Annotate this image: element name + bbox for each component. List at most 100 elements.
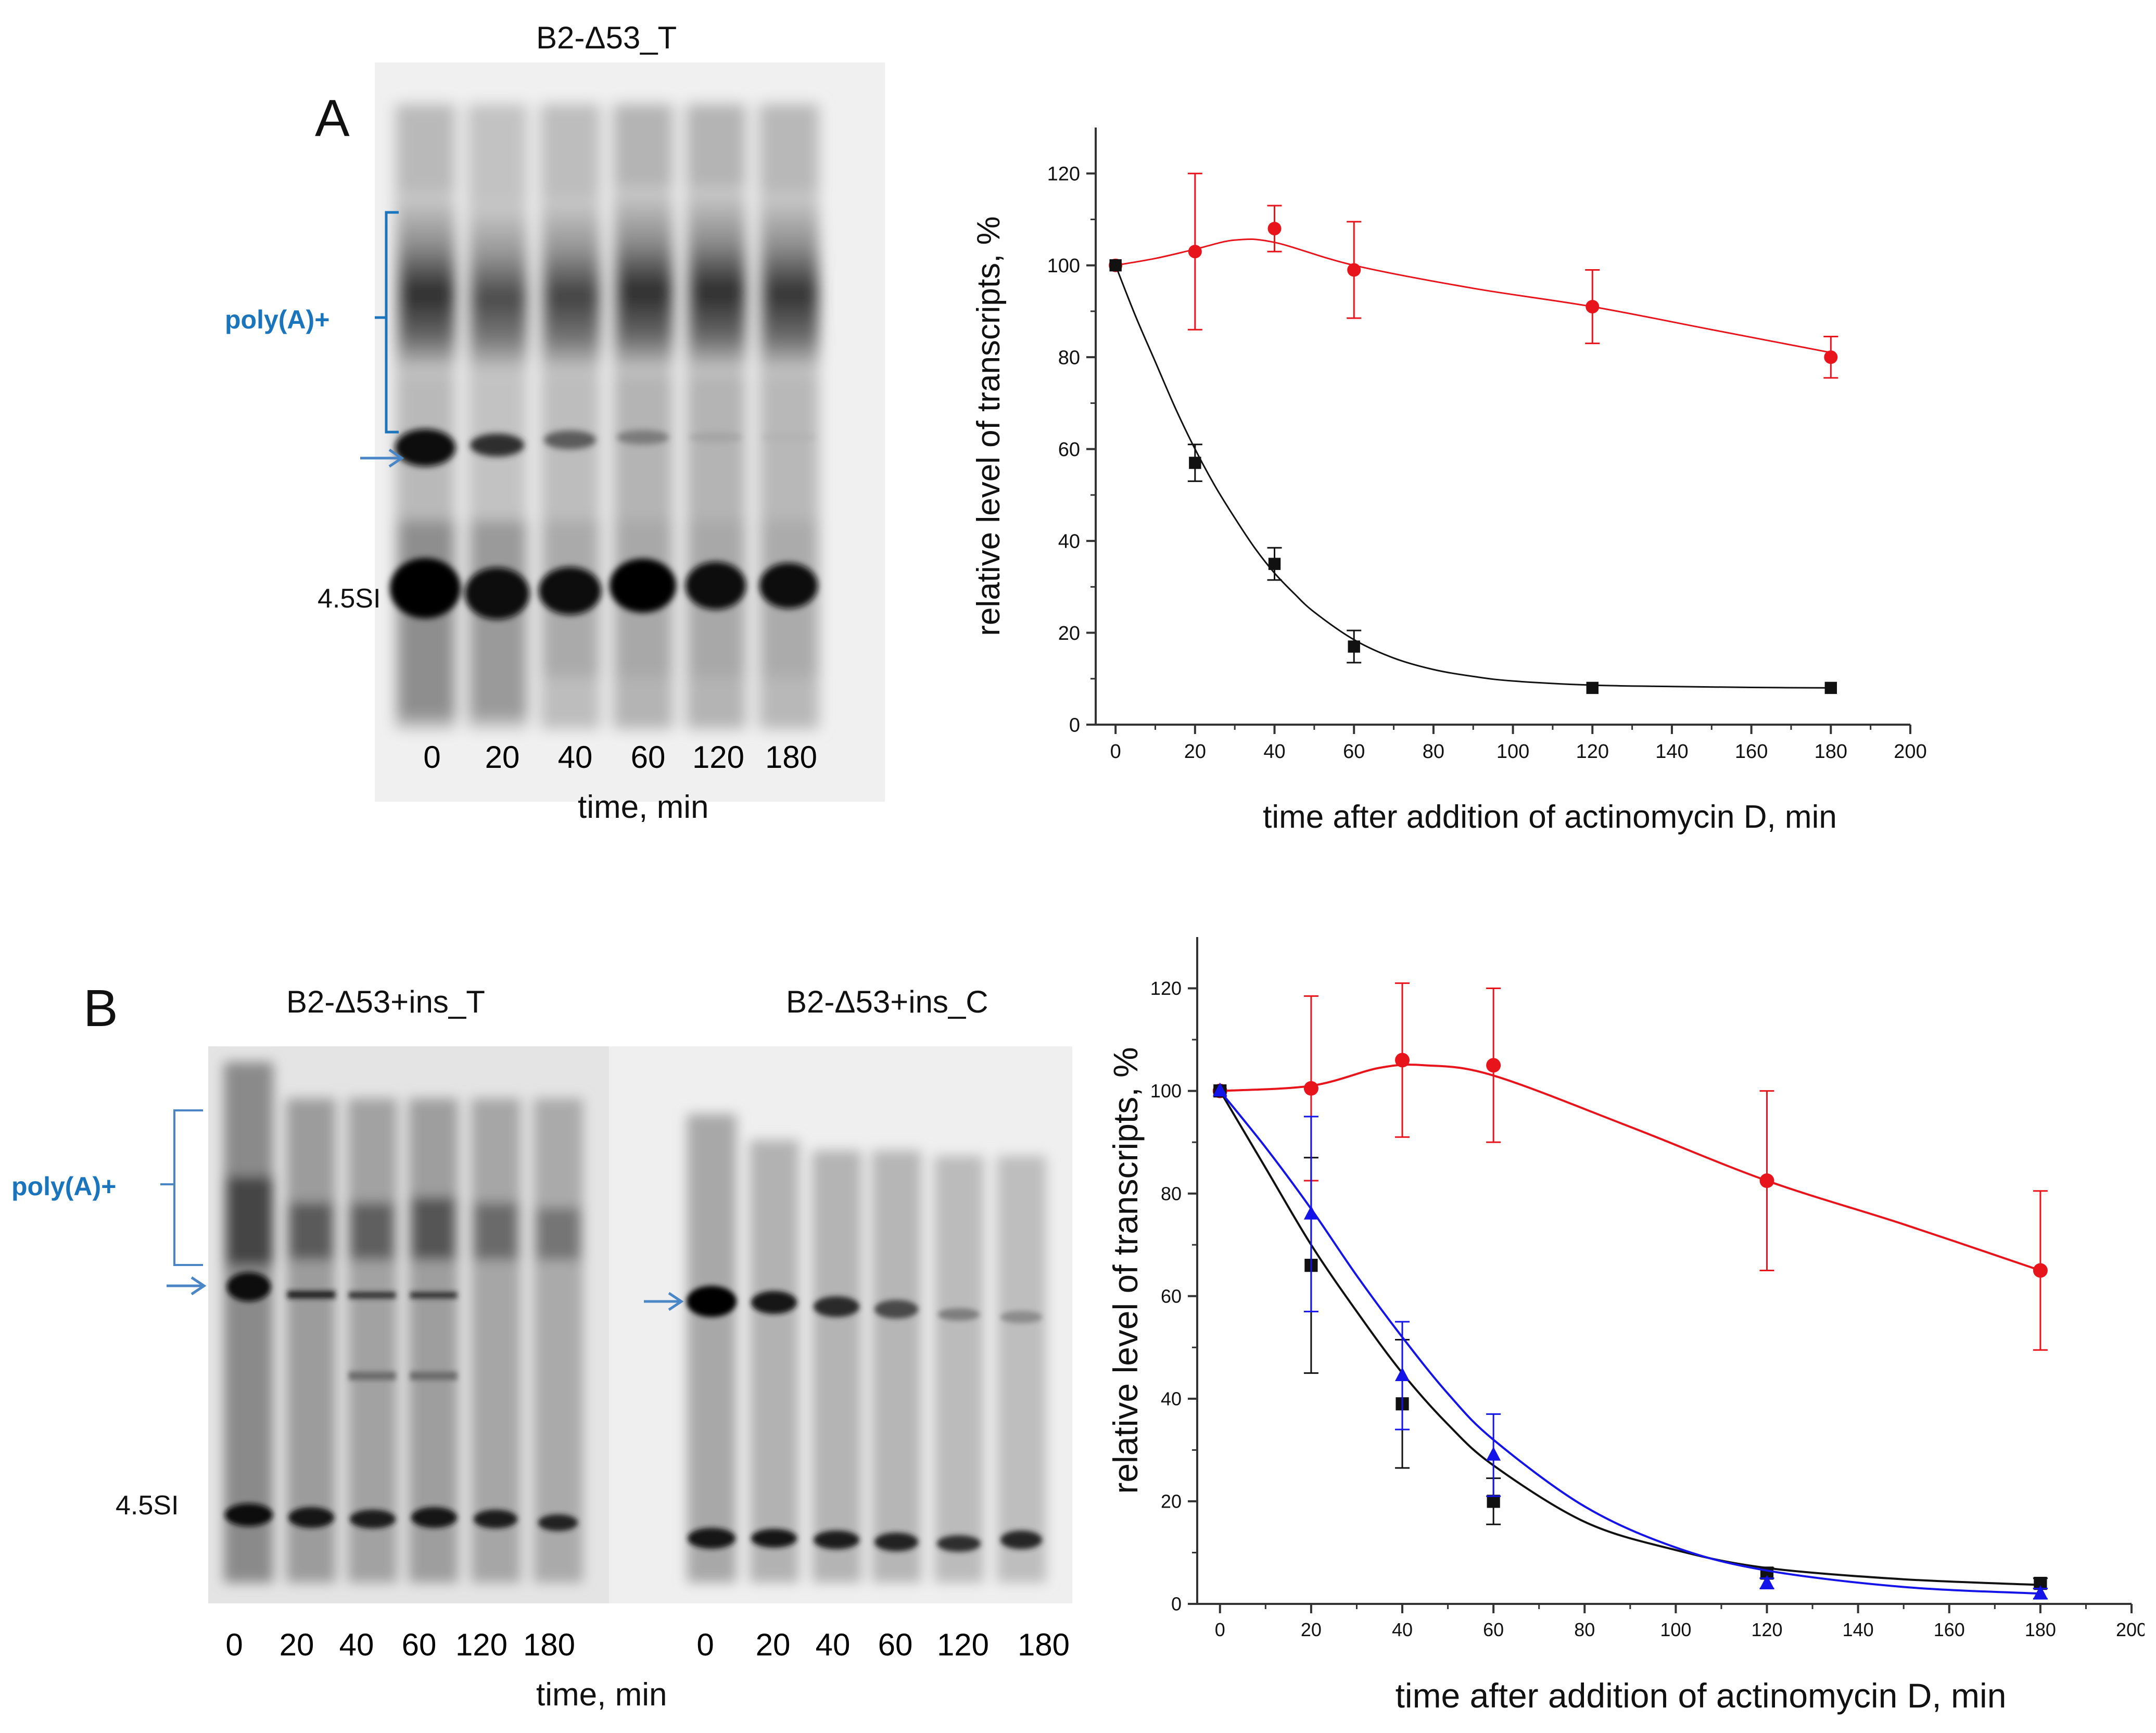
- data-point-black: [1268, 558, 1281, 570]
- data-point-red: [1347, 263, 1361, 277]
- lane-label: 0: [423, 740, 440, 775]
- data-point-red: [1303, 1081, 1318, 1096]
- data-point-black: [1348, 640, 1360, 653]
- data-point-blue: [1303, 1206, 1318, 1220]
- data-point-red: [1188, 245, 1202, 259]
- y-tick-label: 100: [1047, 255, 1080, 277]
- series-line-red: [1115, 238, 1831, 353]
- lane-label: 0: [696, 1627, 714, 1662]
- polya-label-a: poly(A)+: [225, 305, 330, 334]
- y-tick-label: 120: [1150, 978, 1182, 999]
- arrow-right-icon: [644, 1292, 684, 1311]
- x-tick-label: 120: [1751, 1619, 1782, 1640]
- y-tick-label: 60: [1161, 1285, 1182, 1307]
- series-line-blue: [1219, 1090, 2040, 1595]
- lane-label: 180: [765, 740, 817, 775]
- polya-bracket-b: [160, 1109, 203, 1266]
- gel-title-a: B2-Δ53_T: [536, 20, 677, 55]
- x-axis-label: time after addition of actinomycin D, mi…: [1396, 1676, 2007, 1715]
- series-line-black: [1114, 265, 1831, 689]
- data-point-black: [1824, 681, 1837, 694]
- y-axis-label: relative level of transcripts, %: [1109, 1047, 1145, 1494]
- data-point-blue: [1759, 1575, 1774, 1589]
- lane-label: 40: [816, 1627, 851, 1662]
- lane-label: 180: [1018, 1627, 1070, 1662]
- lane-label: 120: [937, 1627, 989, 1662]
- data-point-black: [1586, 681, 1599, 694]
- lane-label: 0: [225, 1627, 243, 1662]
- lane-label: 60: [878, 1627, 913, 1662]
- gel-image-b: [208, 1046, 1072, 1603]
- x-tick-label: 140: [1843, 1619, 1874, 1640]
- lane-label: 60: [402, 1627, 437, 1662]
- data-point-red: [1486, 1058, 1501, 1073]
- gel-lane-labels-b-c: 0 20 40 60 120 180: [666, 1624, 1093, 1666]
- band-label-b: 4.5SI: [116, 1490, 179, 1521]
- chart-b: 0 20 40 60 80 100 120 140 160 180 200 0 20 40 60 80 100 1…: [1109, 937, 2145, 1715]
- y-tick-label: 80: [1058, 347, 1080, 369]
- y-tick-label: 40: [1161, 1388, 1182, 1409]
- x-tick-label: 120: [1576, 741, 1609, 763]
- y-tick-label: 0: [1069, 714, 1080, 736]
- arrow-right-icon: [360, 448, 404, 468]
- gel-image-a: 0 20 40 60 120 180: [375, 62, 885, 802]
- x-tick-label: 160: [1735, 741, 1768, 763]
- lane-label: 180: [523, 1627, 575, 1662]
- series-red: [1212, 982, 2048, 1351]
- x-tick-label: 100: [1660, 1619, 1691, 1640]
- y-axis-label: relative level of transcripts, %: [971, 216, 1007, 636]
- x-tick-label: 40: [1263, 741, 1285, 763]
- series-red: [1109, 172, 1838, 379]
- data-point-blue: [1212, 1082, 1227, 1097]
- x-axis-label: time after addition of actinomycin D, mi…: [1263, 799, 1837, 835]
- gel-title-b-t: B2-Δ53+ins_T: [286, 984, 485, 1019]
- data-point-red: [1267, 222, 1282, 236]
- x-tick-label: 60: [1483, 1619, 1504, 1640]
- data-point-red: [1759, 1173, 1774, 1188]
- x-tick-label: 0: [1215, 1619, 1225, 1640]
- data-point-black: [1189, 457, 1201, 469]
- lane-label: 20: [756, 1627, 791, 1662]
- x-tick-label: 80: [1574, 1619, 1595, 1640]
- x-tick-label: 180: [2025, 1619, 2056, 1640]
- series-line-black: [1219, 1090, 2040, 1586]
- x-tick-label: 160: [1934, 1619, 1965, 1640]
- x-tick-label: 200: [2116, 1619, 2145, 1640]
- y-tick-label: 100: [1150, 1080, 1182, 1102]
- gel-lane-labels-b-t: 0 20 40 60 120 180: [208, 1624, 604, 1666]
- polya-bracket-a: [375, 211, 399, 434]
- y-tick-label: 80: [1161, 1183, 1182, 1204]
- y-tick-label: 40: [1058, 530, 1080, 552]
- series-blue: [1212, 1082, 2048, 1600]
- lane-label: 40: [339, 1627, 374, 1662]
- gel-lane-labels-a: 0 20 40 60 120 180: [423, 740, 817, 775]
- series-line-red: [1220, 1064, 2041, 1272]
- panel-letter-b: B: [83, 979, 118, 1038]
- y-tick-label: 20: [1161, 1491, 1182, 1512]
- x-tick-label: 60: [1343, 741, 1365, 763]
- y-tick-label: 0: [1171, 1593, 1182, 1615]
- y-tick-label: 60: [1058, 439, 1080, 461]
- lane-label: 60: [631, 740, 666, 775]
- x-tick-label: 100: [1496, 741, 1529, 763]
- arrow-right-icon: [167, 1276, 207, 1296]
- data-point-red: [2033, 1263, 2048, 1278]
- panel-letter-a: A: [315, 89, 350, 147]
- lane-label: 20: [485, 740, 520, 775]
- data-point-red: [1586, 300, 1600, 314]
- polya-label-b: poly(A)+: [11, 1172, 117, 1201]
- lane-label: 20: [280, 1627, 314, 1662]
- series-black: [1213, 1084, 2048, 1590]
- x-tick-label: 80: [1423, 741, 1444, 763]
- band-label-a: 4.5SI: [318, 584, 381, 614]
- y-tick-label: 20: [1058, 623, 1080, 644]
- x-tick-label: 20: [1184, 741, 1206, 763]
- y-tick-label: 120: [1047, 163, 1080, 185]
- x-tick-label: 40: [1392, 1619, 1413, 1640]
- x-tick-label: 0: [1110, 741, 1121, 763]
- x-tick-label: 200: [1894, 741, 1926, 763]
- gel-title-b-c: B2-Δ53+ins_C: [786, 984, 988, 1019]
- time-label-b: time, min: [536, 1677, 667, 1713]
- data-point-red: [1824, 350, 1838, 364]
- x-tick-label: 140: [1655, 741, 1688, 763]
